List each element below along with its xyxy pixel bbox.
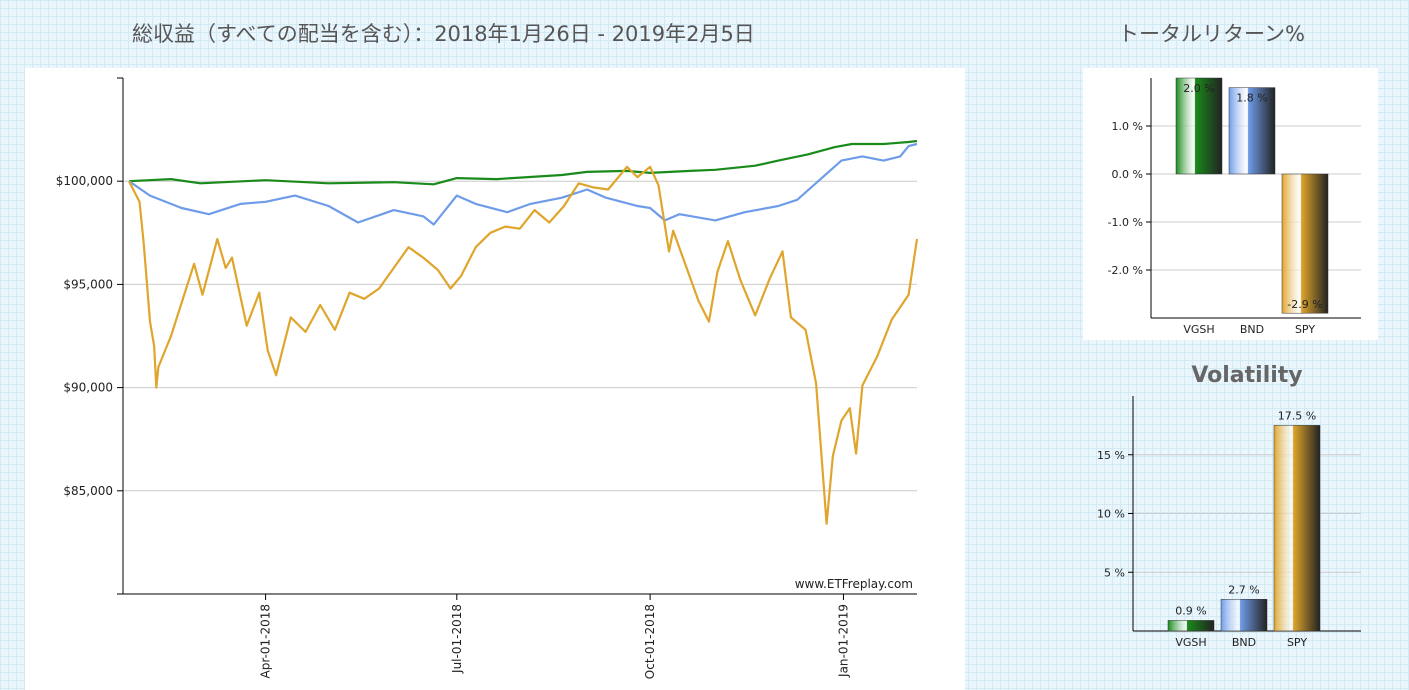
series-line-spy [128, 165, 919, 525]
bar-vgsh [1167, 620, 1215, 632]
y-tick-label: -1.0 % [1108, 216, 1143, 229]
bar-spy [1281, 173, 1329, 314]
volatility-bar-svg: Volatility 5 % 10 % 15 % 0.9 % VGSH 2.7 % BND 17… [1097, 363, 1361, 649]
x-category-label-spy: SPY [1287, 636, 1307, 649]
bar-value-label-vgsh: 2.0 % [1183, 82, 1214, 95]
bar-bnd [1228, 87, 1276, 175]
watermark: www.ETFreplay.com [795, 577, 913, 591]
x-tick-label: Oct-01-2018 [643, 604, 657, 679]
bar-value-label-spy: 17.5 % [1278, 409, 1316, 422]
total-return-bar-chart-panel: -2.0 % -1.0 % 0.0 % 1.0 % 2.0 % VGSH 1.8 % BND -… [1083, 68, 1378, 340]
total-return-line-chart-panel: $85,000 $90,000 $95,000 $100,000 Apr-01-2018… [25, 68, 965, 690]
y-tick-label: 0.0 % [1112, 168, 1143, 181]
y-tick-label: $95,000 [63, 277, 113, 291]
y-tick-label: 10 % [1097, 508, 1125, 521]
x-tick-label: Jan-01-2019 [836, 604, 850, 678]
y-tick-label: 5 % [1104, 566, 1125, 579]
bar-value-label-bnd: 2.7 % [1228, 583, 1259, 596]
x-category-label-bnd: BND [1240, 323, 1264, 336]
bar-spy [1273, 425, 1321, 632]
main-chart-title: 総収益（すべての配当を含む）：2018年1月26日 - 2019年2月5日 [132, 22, 755, 46]
x-category-label-bnd: BND [1232, 636, 1256, 649]
y-tick-label: $85,000 [63, 484, 113, 498]
line-chart-svg: $85,000 $90,000 $95,000 $100,000 Apr-01-2018… [56, 77, 919, 679]
y-tick-label: 15 % [1097, 449, 1125, 462]
total-return-bar-svg: -2.0 % -1.0 % 0.0 % 1.0 % 2.0 % VGSH 1.8 % BND -… [1108, 77, 1361, 336]
x-category-label-vgsh: VGSH [1183, 323, 1214, 336]
volatility-title: Volatility [1191, 363, 1302, 388]
bar-value-label-vgsh: 0.9 % [1175, 604, 1206, 617]
x-category-label-vgsh: VGSH [1175, 636, 1206, 649]
y-tick-label: $90,000 [63, 381, 113, 395]
x-tick-label: Jul-01-2018 [450, 604, 464, 674]
volatility-bar-chart-panel: Volatility 5 % 10 % 15 % 0.9 % VGSH 2.7 % BND 17… [1083, 352, 1378, 690]
series-line-bnd [128, 142, 918, 226]
x-tick-label: Apr-01-2018 [259, 604, 273, 678]
series-line-vgsh [128, 139, 918, 186]
y-tick-label: $100,000 [56, 174, 113, 188]
total-return-title: トータルリターン% [1118, 22, 1305, 46]
x-category-label-spy: SPY [1295, 323, 1315, 336]
bar-value-label-spy: -2.9 % [1287, 298, 1322, 311]
bar-bnd [1220, 599, 1268, 632]
y-tick-label: 1.0 % [1112, 120, 1143, 133]
bar-vgsh [1175, 77, 1223, 175]
bar-value-label-bnd: 1.8 % [1236, 92, 1267, 105]
y-tick-label: -2.0 % [1108, 264, 1143, 277]
